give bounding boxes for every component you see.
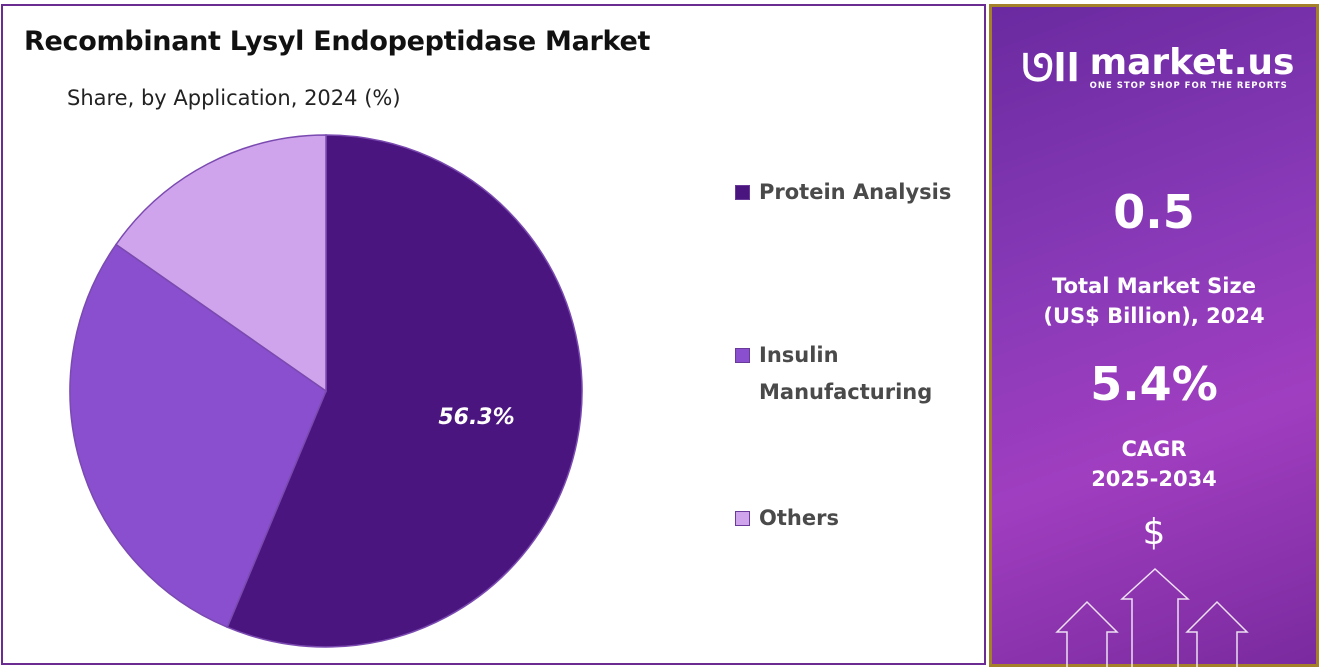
pie-chart: 56.3% <box>69 134 583 648</box>
pie-slice-others <box>115 134 327 393</box>
market-size-label-2: (US$ Billion), 2024 <box>1043 304 1265 328</box>
legend-item-others: Others <box>735 500 839 537</box>
pie-slice-insulin-manufacturing <box>69 243 327 629</box>
cagr-label-1: CAGR <box>1121 437 1187 461</box>
legend-swatch <box>735 511 750 526</box>
data-label: 56.3% <box>438 405 514 430</box>
chart-frame <box>1 4 986 665</box>
logo-name: market.us <box>1089 42 1295 83</box>
market-us-logo: ᘎll market.us ONE STOP SHOP FOR THE REPO… <box>1022 42 1295 92</box>
market-size-label-1: Total Market Size <box>1052 274 1256 298</box>
dollar-icon: $ <box>1142 512 1166 553</box>
legend-swatch <box>735 348 750 363</box>
logo-icon: ᘎll <box>1022 45 1080 90</box>
market-size-value: 0.5 <box>1113 185 1195 239</box>
chart-title: Recombinant Lysyl Endopeptidase Market <box>24 26 651 57</box>
summary-panel: ᘎll market.us ONE STOP SHOP FOR THE REPO… <box>989 4 1319 667</box>
legend-item-protein-analysis: Protein Analysis <box>735 174 951 211</box>
cagr-label-2: 2025-2034 <box>1091 467 1217 491</box>
legend-label: Protein Analysis <box>759 180 952 204</box>
pie-slice-protein-analysis <box>226 134 583 648</box>
chart-subtitle: Share, by Application, 2024 (%) <box>67 86 401 110</box>
legend-label: Others <box>759 506 839 530</box>
legend-label: Insulin Manufacturing <box>759 343 933 404</box>
logo-tagline: ONE STOP SHOP FOR THE REPORTS <box>1089 81 1288 91</box>
growth-arrows-icon <box>1055 567 1249 667</box>
legend-swatch <box>735 185 750 200</box>
legend-item-insulin-manufacturing: Insulin Manufacturing <box>735 337 932 411</box>
cagr-value: 5.4% <box>1090 357 1218 411</box>
